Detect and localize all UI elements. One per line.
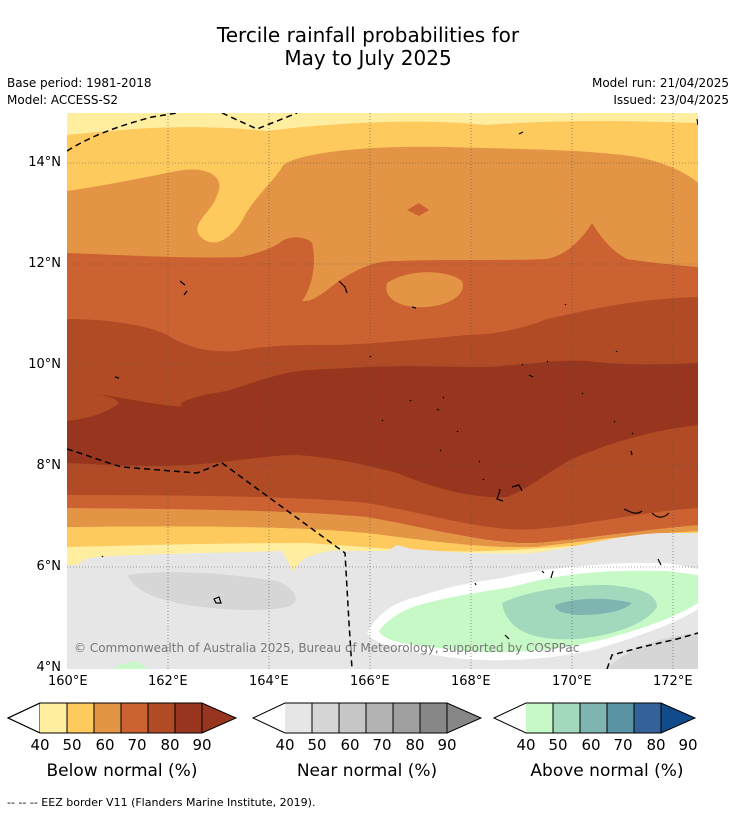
colorbar-below-normal <box>6 702 238 734</box>
colorbar-near-swatch <box>393 703 420 733</box>
colorbar-below-tick: 80 <box>160 736 180 754</box>
map-title-line2: May to July 2025 <box>284 46 452 70</box>
colorbar-near-swatch <box>366 703 393 733</box>
x-tick-170e: 170°E <box>552 674 592 689</box>
island-outlines <box>101 118 698 640</box>
band-below-70-south <box>67 495 698 544</box>
colorbar-near-tick: 90 <box>437 736 457 754</box>
x-tick-166e: 166°E <box>350 674 390 689</box>
colorbar-below-max-arrow <box>202 703 236 733</box>
map-title-line1: Tercile rainfall probabilities for <box>216 23 520 47</box>
colorbar-above-tick: 80 <box>646 736 666 754</box>
colorbar-below-tick: 40 <box>30 736 50 754</box>
colorbar-near-tick: 60 <box>340 736 360 754</box>
colorbar-below-swatch <box>67 703 94 733</box>
colorbar-below-swatch <box>175 703 202 733</box>
x-tick-160e: 160°E <box>48 674 88 689</box>
y-tick-10n: 10°N <box>28 357 61 372</box>
y-tick-12n: 12°N <box>28 256 61 271</box>
y-tick-14n: 14°N <box>28 155 61 170</box>
colorbar-near-normal <box>251 702 483 734</box>
colorbar-below-swatch <box>121 703 148 733</box>
colorbar-near-swatch <box>339 703 366 733</box>
colorbar-below-tick: 90 <box>192 736 212 754</box>
model-text: Model: ACCESS-S2 <box>7 93 119 107</box>
colorbar-near-tick: 40 <box>275 736 295 754</box>
band-below-80-south <box>67 468 698 530</box>
colorbar-near-tick: 80 <box>405 736 425 754</box>
region-near-50 <box>127 572 296 611</box>
colorbar-near-swatch <box>285 703 312 733</box>
copyright-notice: © Commonwealth of Australia 2025, Bureau… <box>74 641 580 655</box>
patch-below-70-small <box>407 203 429 216</box>
gridlines <box>67 113 698 669</box>
y-tick-6n: 6°N <box>36 559 62 574</box>
eez-border <box>67 113 698 669</box>
region-near-50-se <box>607 633 698 669</box>
issued-text: Issued: 23/04/2025 <box>613 93 729 107</box>
colorbar-above-swatch <box>526 703 553 733</box>
colorbar-near-tick: 70 <box>372 736 392 754</box>
colorbar-near-tick: 50 <box>307 736 327 754</box>
colorbar-above-swatch <box>553 703 580 733</box>
colorbar-near-swatch <box>420 703 447 733</box>
x-tick-168e: 168°E <box>451 674 491 689</box>
colorbar-above-tick: 40 <box>516 736 536 754</box>
colorbar-above-tick: 60 <box>581 736 601 754</box>
patch-below-60 <box>386 272 463 308</box>
colorbar-below-min-arrow <box>6 702 41 734</box>
colorbar-below-tick: 70 <box>127 736 147 754</box>
colorbar-near-swatch <box>312 703 339 733</box>
model-run-text: Model run: 21/04/2025 <box>591 76 729 90</box>
colorbar-below-tick: 50 <box>62 736 82 754</box>
x-tick-172e: 172°E <box>653 674 693 689</box>
region-below-90 <box>67 360 698 498</box>
colorbar-below-swatch <box>40 703 67 733</box>
colorbar-above-label: Above normal (%) <box>530 761 684 781</box>
colorbar-above-tick: 70 <box>613 736 633 754</box>
colorbar-below-label: Below normal (%) <box>46 761 198 781</box>
probability-map <box>67 113 698 669</box>
colorbar-near-max-arrow <box>447 703 481 733</box>
map-canvas <box>67 113 698 669</box>
colorbar-below-swatch <box>148 703 175 733</box>
colorbar-below-swatch <box>94 703 121 733</box>
band-below-60-south <box>67 508 698 548</box>
colorbar-above-min-arrow <box>494 703 526 733</box>
colorbar-near-min-arrow <box>253 703 285 733</box>
band-below-50-south <box>67 526 698 552</box>
colorbar-above-tick: 50 <box>548 736 568 754</box>
base-period-text: Base period: 1981-2018 <box>7 76 152 90</box>
colorbar-below-tick: 60 <box>95 736 115 754</box>
colorbar-near-label: Near normal (%) <box>296 761 438 781</box>
y-tick-4n: 4°N <box>36 660 62 675</box>
colorbar-above-swatch <box>607 703 634 733</box>
y-tick-8n: 8°N <box>36 458 62 473</box>
x-tick-164e: 164°E <box>249 674 289 689</box>
colorbar-above-max-arrow <box>661 703 695 733</box>
patch-above-40-west <box>115 661 147 669</box>
colorbar-above-normal <box>492 702 697 734</box>
colorbar-above-tick: 90 <box>678 736 698 754</box>
colorbar-above-swatch <box>580 703 607 733</box>
region-above-60 <box>555 598 632 615</box>
x-tick-162e: 162°E <box>148 674 188 689</box>
colorbar-above-swatch <box>634 703 661 733</box>
eez-footnote: -- -- -- EEZ border V11 (Flanders Marine… <box>7 796 316 809</box>
